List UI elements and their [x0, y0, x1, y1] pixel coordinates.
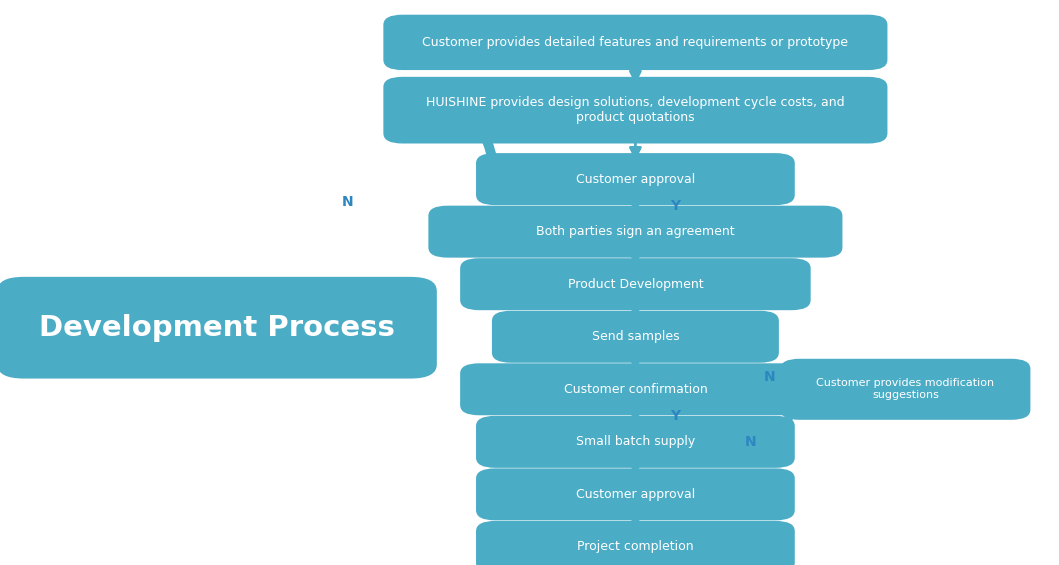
Text: Small batch supply: Small batch supply	[576, 435, 695, 449]
FancyBboxPatch shape	[477, 468, 794, 520]
Text: Customer approval: Customer approval	[576, 172, 695, 186]
FancyBboxPatch shape	[428, 206, 842, 258]
Text: Project completion: Project completion	[577, 540, 694, 554]
Text: N: N	[765, 370, 775, 384]
Text: HUISHINE provides design solutions, development cycle costs, and
product quotati: HUISHINE provides design solutions, deve…	[426, 96, 845, 124]
Text: Customer confirmation: Customer confirmation	[563, 383, 707, 396]
Text: N: N	[746, 435, 756, 449]
Text: Send samples: Send samples	[592, 330, 679, 344]
FancyBboxPatch shape	[477, 153, 794, 205]
FancyBboxPatch shape	[460, 363, 811, 415]
Text: Customer provides detailed features and requirements or prototype: Customer provides detailed features and …	[423, 36, 848, 49]
FancyBboxPatch shape	[477, 416, 794, 468]
FancyBboxPatch shape	[491, 311, 778, 363]
Text: Development Process: Development Process	[39, 314, 395, 342]
FancyBboxPatch shape	[460, 258, 811, 310]
FancyBboxPatch shape	[477, 521, 794, 565]
Text: Product Development: Product Development	[568, 277, 703, 291]
Text: Both parties sign an agreement: Both parties sign an agreement	[536, 225, 735, 238]
FancyBboxPatch shape	[383, 77, 887, 144]
FancyBboxPatch shape	[383, 15, 887, 70]
Text: Y: Y	[670, 199, 681, 212]
FancyBboxPatch shape	[0, 277, 436, 379]
Text: Customer provides modification
suggestions: Customer provides modification suggestio…	[816, 379, 994, 400]
Text: N: N	[342, 195, 353, 208]
FancyBboxPatch shape	[780, 359, 1030, 420]
Text: Y: Y	[670, 409, 681, 423]
Text: Customer approval: Customer approval	[576, 488, 695, 501]
